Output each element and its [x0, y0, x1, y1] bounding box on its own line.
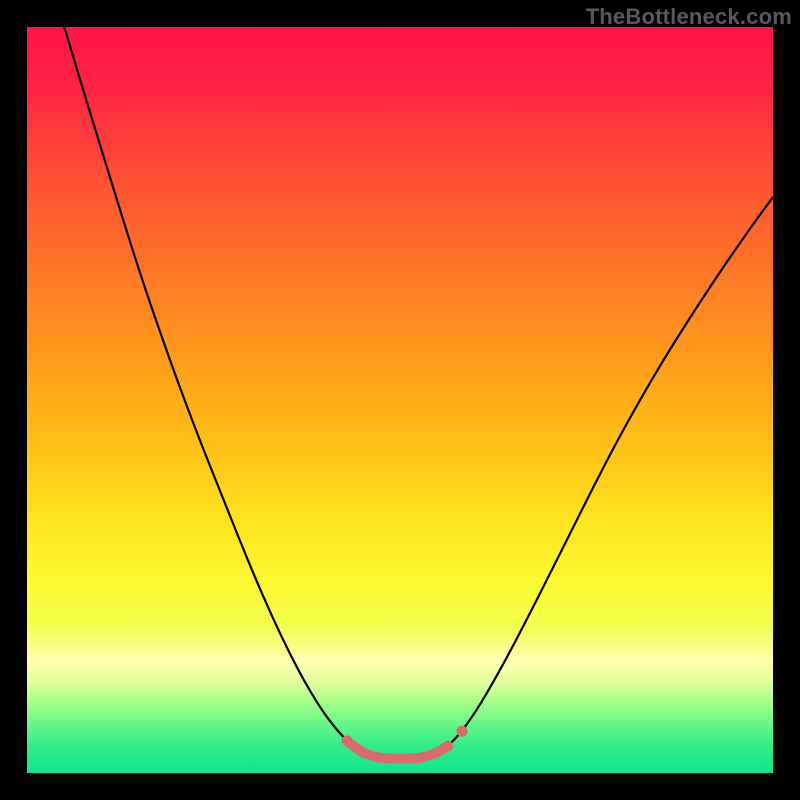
marker-dot [442, 741, 453, 752]
marker-dot [342, 735, 353, 746]
marker-dot [456, 726, 467, 737]
plot-area [27, 27, 773, 773]
chart-frame: TheBottleneck.com [0, 0, 800, 800]
chart-background [27, 27, 773, 773]
chart-svg [27, 27, 773, 773]
